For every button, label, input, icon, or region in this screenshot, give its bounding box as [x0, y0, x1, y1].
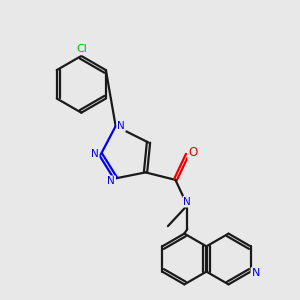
- Text: N: N: [107, 176, 115, 186]
- Text: O: O: [188, 146, 197, 159]
- Text: N: N: [91, 149, 99, 160]
- Text: N: N: [184, 197, 191, 207]
- Text: Cl: Cl: [76, 44, 87, 54]
- Text: N: N: [251, 268, 260, 278]
- Text: N: N: [117, 121, 125, 131]
